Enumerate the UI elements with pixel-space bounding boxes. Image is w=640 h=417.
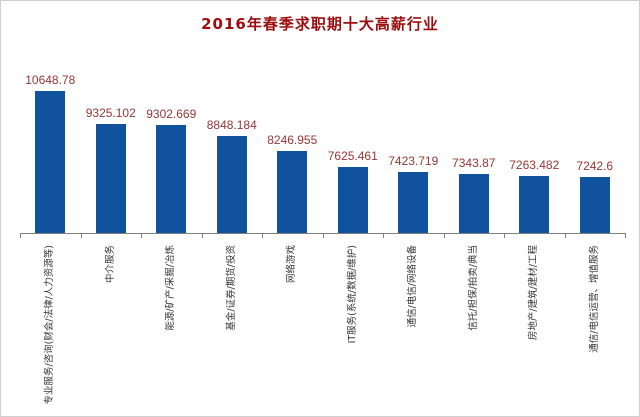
bar-value-label: 7343.87 [452, 156, 496, 170]
axis-tick [383, 234, 384, 238]
bar-column: 7242.6 [565, 51, 626, 233]
category-cell: 网络游戏 [262, 240, 323, 412]
axis-tick [20, 234, 21, 238]
category-label: 基金/证券/期货/投资 [225, 245, 237, 331]
bar-column: 8246.955 [262, 51, 323, 233]
axis-tick [564, 234, 566, 238]
bar-column: 7625.461 [323, 51, 384, 233]
category-cell: 能源/矿产/采掘/冶炼 [141, 240, 202, 412]
bar [579, 176, 610, 233]
bar-value-label: 9302.669 [146, 106, 197, 121]
bar-value-label: 7242.6 [576, 158, 614, 173]
category-label: 能源/矿产/采掘/冶炼 [165, 245, 177, 331]
category-label: 中介服务 [104, 245, 116, 284]
category-cell: 专业服务/咨询(财会/法律/人力资源等) [20, 240, 81, 412]
category-label: IT服务(系统/数据/维护) [346, 245, 358, 344]
bar [95, 124, 126, 233]
bar [216, 136, 247, 233]
bar-column: 9325.102 [81, 51, 142, 233]
bar-column: 7423.719 [383, 51, 444, 233]
bar-column: 8848.184 [202, 51, 263, 233]
bar [398, 172, 429, 233]
bar-value-label: 7423.719 [388, 154, 439, 168]
category-label: 房地产/建筑/建材/工程 [528, 245, 540, 341]
bar-value-label: 8848.184 [206, 118, 257, 133]
bar [337, 166, 368, 233]
bar-value-label: 8246.955 [267, 133, 318, 148]
bar-column: 9302.669 [141, 51, 202, 233]
chart-title: 2016年春季求职期十大高薪行业 [201, 15, 439, 33]
bar [458, 174, 489, 233]
axis-tick [262, 234, 263, 238]
category-label: 通信/电信运营、增值服务 [588, 245, 600, 353]
x-axis-ticks [20, 234, 626, 239]
axis-tick [141, 234, 142, 238]
category-cell: 中介服务 [81, 240, 142, 412]
category-cell: IT服务(系统/数据/维护) [323, 240, 384, 412]
bar-column: 10648.78 [20, 51, 81, 233]
bar [519, 176, 550, 233]
category-label: 信托/担保/拍卖/典当 [467, 245, 479, 331]
bar [277, 151, 308, 233]
bar [35, 90, 66, 233]
axis-tick [80, 234, 82, 238]
category-label: 网络游戏 [286, 245, 298, 284]
axis-tick [443, 234, 445, 238]
category-cell: 通信/电信/网络设备 [383, 240, 444, 412]
bar-value-label: 10648.78 [25, 72, 76, 87]
category-cell: 基金/证券/期货/投资 [202, 240, 263, 412]
category-cell: 房地产/建筑/建材/工程 [504, 240, 565, 412]
axis-tick [504, 234, 505, 238]
axis-tick [322, 234, 324, 238]
axis-tick [201, 234, 203, 238]
category-cell: 信托/担保/拍卖/典当 [444, 240, 505, 412]
category-axis-labels: 专业服务/咨询(财会/法律/人力资源等) 中介服务 能源/矿产/采掘/冶炼 基金/证券… [20, 240, 625, 412]
x-axis-line [20, 233, 626, 234]
plot-area: 10648.78 9325.102 9302.669 8848.184 8246.955… [20, 51, 625, 233]
category-label: 通信/电信/网络设备 [407, 245, 419, 328]
bar-column: 7343.87 [444, 51, 505, 233]
bar-value-label: 7263.482 [509, 158, 560, 172]
axis-tick [625, 234, 626, 238]
bar [156, 124, 187, 233]
bar-value-label: 9325.102 [85, 106, 136, 121]
category-label: 专业服务/咨询(财会/法律/人力资源等) [44, 245, 56, 405]
category-cell: 通信/电信运营、增值服务 [565, 240, 626, 412]
bar-column: 7263.482 [504, 51, 565, 233]
bar-value-label: 7625.461 [327, 148, 378, 163]
